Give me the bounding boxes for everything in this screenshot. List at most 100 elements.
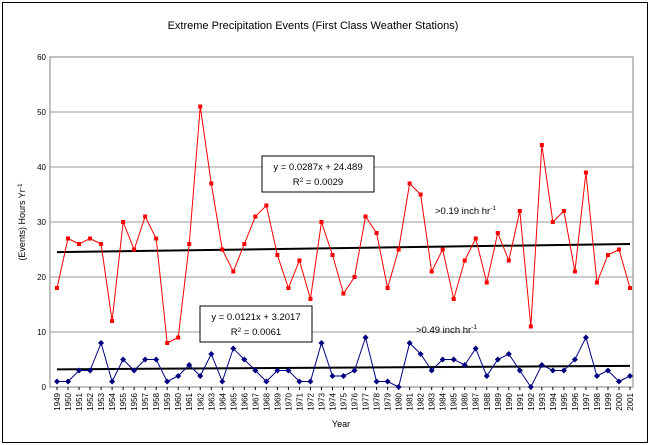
data-point — [582, 334, 589, 341]
x-tick-label: 2001 — [626, 392, 635, 410]
data-point — [483, 373, 490, 379]
x-tick-label: 1974 — [328, 392, 337, 410]
data-point — [407, 181, 412, 186]
data-point — [153, 356, 160, 363]
data-point — [428, 367, 435, 374]
data-point — [175, 373, 182, 379]
y-tick-label: 10 — [37, 328, 46, 337]
trend-r2-lower: R2 = 0.0061 — [231, 327, 281, 338]
data-point — [131, 367, 138, 374]
x-tick-label: 1966 — [240, 392, 249, 410]
data-point — [351, 367, 358, 374]
data-point — [594, 280, 599, 285]
data-point — [352, 275, 357, 279]
data-point — [550, 220, 555, 224]
x-tick-label: 1972 — [306, 392, 315, 410]
data-point — [110, 319, 115, 323]
data-point — [340, 373, 347, 379]
x-axis-label: Year — [332, 419, 350, 429]
data-point — [230, 345, 237, 352]
trend-equation-upper: y = 0.0287x + 24.489 — [273, 162, 362, 173]
data-point — [219, 378, 226, 385]
grid-lines — [50, 111, 633, 333]
x-tick-label: 1984 — [439, 392, 448, 410]
data-point — [396, 247, 401, 252]
data-point — [319, 220, 324, 224]
data-point — [241, 356, 248, 363]
x-tick-label: 1986 — [461, 392, 470, 410]
data-point — [605, 253, 610, 257]
data-point — [231, 269, 236, 274]
x-tick-label: 1956 — [130, 392, 139, 410]
data-point — [285, 367, 292, 374]
x-tick-label: 1995 — [560, 392, 569, 410]
data-point — [472, 345, 479, 352]
x-tick-label: 1951 — [75, 392, 84, 410]
data-point — [76, 367, 83, 374]
data-point — [176, 335, 181, 340]
data-point — [484, 280, 489, 285]
data-point — [593, 373, 600, 379]
data-point — [132, 247, 137, 252]
x-tick-label: 1983 — [428, 392, 437, 410]
x-tick-label: 1973 — [317, 392, 326, 410]
data-point — [65, 378, 72, 385]
data-point — [165, 341, 170, 345]
data-point — [87, 367, 94, 374]
x-tick-label: 1997 — [582, 392, 591, 410]
x-tick-label: 1968 — [262, 392, 271, 410]
x-tick-label: 1996 — [571, 392, 580, 410]
data-point — [186, 362, 193, 368]
data-point — [54, 378, 60, 385]
x-tick-label: 1971 — [295, 392, 304, 410]
data-point — [208, 351, 215, 357]
x-tick-label: 1982 — [417, 392, 426, 410]
data-point — [516, 367, 523, 374]
x-tick-label: 1969 — [273, 392, 282, 410]
x-tick-label: 1965 — [229, 392, 238, 410]
data-point — [560, 367, 567, 374]
data-point — [538, 362, 545, 368]
data-point — [374, 231, 379, 235]
series-label-upper: >0.19 inch hr-1 — [435, 205, 496, 217]
data-point — [385, 286, 390, 290]
data-point — [330, 253, 335, 257]
trend-box-upper: y = 0.0287x + 24.489 R2 = 0.0029 — [261, 155, 375, 193]
data-point — [88, 236, 93, 241]
y-tick-label: 50 — [37, 108, 46, 117]
data-point — [418, 192, 423, 197]
series-label-lower: >0.49 inch hr-1 — [416, 324, 477, 336]
x-tick-label: 1978 — [373, 392, 382, 410]
x-tick-label: 1994 — [549, 392, 558, 410]
data-point — [209, 181, 214, 186]
data-point — [308, 297, 313, 301]
data-point — [164, 378, 171, 385]
data-point — [275, 253, 280, 257]
x-tick-label: 1962 — [196, 392, 205, 410]
data-point — [473, 236, 478, 241]
data-point — [395, 384, 402, 390]
y-tick-label: 60 — [37, 53, 46, 62]
x-tick-labels: 1949 1950 1951 1952 1953 1954 1955 1956 1957 1958… — [53, 387, 635, 411]
x-tick-label: 1959 — [163, 392, 172, 410]
x-tick-label: 1953 — [97, 392, 106, 410]
data-point — [142, 356, 149, 363]
x-tick-label: 1963 — [207, 392, 216, 410]
trend-lines — [56, 242, 631, 371]
x-tick-label: 2000 — [615, 392, 624, 410]
data-point — [384, 378, 391, 385]
data-point — [154, 236, 159, 241]
x-tick-label: 1958 — [152, 392, 161, 410]
data-point — [264, 203, 269, 208]
data-point — [583, 170, 588, 175]
data-point — [362, 334, 369, 341]
x-tick-label: 1950 — [64, 392, 73, 410]
x-tick-label: 1957 — [141, 392, 150, 410]
x-tick-label: 1979 — [384, 392, 393, 410]
chart-title: Extreme Precipitation Events (First Clas… — [168, 20, 459, 32]
data-point — [77, 242, 82, 246]
x-tick-label: 1976 — [351, 392, 360, 410]
data-point — [527, 384, 534, 390]
data-point — [263, 378, 270, 385]
